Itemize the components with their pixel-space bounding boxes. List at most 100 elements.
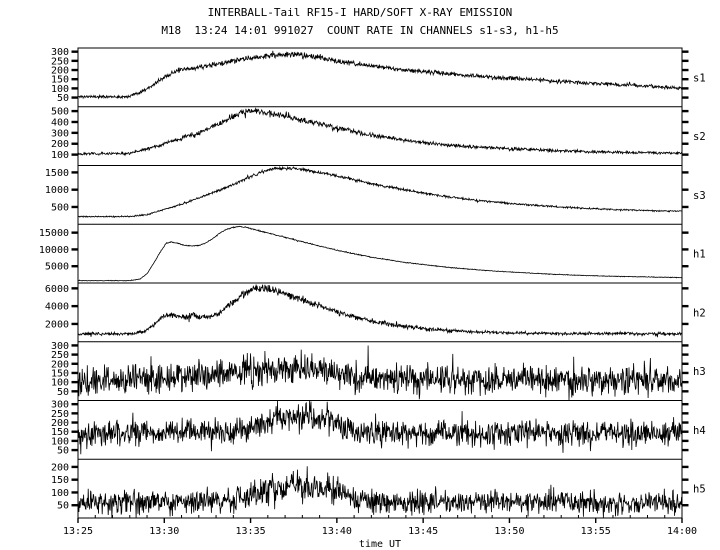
y-tick-label: 50 — [57, 446, 69, 457]
y-tick-right — [682, 171, 689, 174]
y-tick-right — [682, 322, 689, 326]
y-tick-label: 300 — [51, 47, 69, 58]
y-tick-label: 250 — [51, 409, 69, 420]
x-tick-label: 14:00 — [667, 526, 697, 537]
y-tick-label: 150 — [51, 368, 69, 379]
y-tick-left — [71, 421, 78, 424]
y-tick-right — [682, 120, 689, 124]
y-tick-right — [682, 131, 689, 135]
y-tick-right — [682, 448, 689, 452]
y-tick-left — [71, 362, 78, 365]
y-tick-label: 300 — [51, 128, 69, 139]
y-tick-left — [71, 188, 78, 191]
y-tick-label: 250 — [51, 350, 69, 361]
y-tick-label: 100 — [51, 488, 69, 499]
y-tick-label: 1000 — [45, 185, 69, 196]
y-tick-label: 200 — [51, 418, 69, 429]
y-tick-right — [682, 59, 689, 63]
trace-s3 — [77, 165, 683, 219]
y-tick-right — [682, 390, 689, 393]
panel-label-h3: h3 — [693, 366, 706, 378]
y-tick-left — [71, 465, 78, 469]
y-tick-label: 200 — [51, 139, 69, 150]
y-tick-left — [71, 265, 78, 268]
y-tick-left — [71, 448, 78, 452]
y-tick-label: 500 — [51, 202, 69, 213]
trace-h4 — [77, 400, 683, 455]
y-tick-label: 50 — [57, 387, 69, 398]
y-tick-right — [682, 344, 689, 347]
trace-s1 — [77, 50, 683, 100]
panel-label-s2: s2 — [693, 131, 706, 143]
panel-label-s1: s1 — [693, 72, 706, 84]
y-tick-label: 4000 — [45, 302, 69, 313]
x-tick-label: 13:30 — [149, 526, 179, 537]
y-tick-left — [71, 322, 78, 326]
y-tick-right — [682, 142, 689, 145]
y-tick-left — [71, 344, 78, 347]
y-tick-right — [682, 153, 689, 156]
y-tick-label: 1500 — [45, 168, 69, 179]
y-tick-right — [682, 87, 689, 90]
y-tick-label: 50 — [57, 93, 69, 104]
y-tick-right — [682, 478, 689, 481]
y-tick-right — [682, 353, 689, 356]
y-tick-right — [682, 465, 689, 469]
y-tick-right — [682, 78, 689, 81]
y-tick-right — [682, 380, 689, 384]
y-tick-label: 300 — [51, 400, 69, 411]
y-tick-label: 2000 — [45, 319, 69, 330]
y-tick-right — [682, 188, 689, 191]
y-tick-label: 100 — [51, 84, 69, 95]
y-tick-label: 6000 — [45, 284, 69, 295]
panel-label-h4: h4 — [693, 425, 706, 437]
y-tick-left — [71, 153, 78, 156]
trace-h5 — [77, 466, 683, 519]
y-tick-left — [71, 402, 78, 406]
y-tick-label: 100 — [51, 378, 69, 389]
trace-h2 — [77, 284, 683, 338]
y-tick-left — [71, 142, 78, 145]
y-tick-label: 400 — [51, 117, 69, 128]
y-tick-right — [682, 265, 689, 268]
y-tick-right — [682, 205, 689, 209]
x-tick-label: 13:40 — [322, 526, 352, 537]
panel-label-h2: h2 — [693, 307, 706, 319]
y-tick-left — [71, 96, 78, 99]
y-tick-label: 300 — [51, 341, 69, 352]
y-tick-left — [71, 412, 78, 415]
y-tick-left — [71, 390, 78, 393]
y-tick-label: 5000 — [45, 262, 69, 273]
y-tick-right — [682, 248, 689, 251]
y-tick-right — [682, 412, 689, 415]
y-tick-left — [71, 430, 78, 433]
y-tick-left — [71, 439, 78, 443]
y-tick-left — [71, 131, 78, 135]
y-tick-label: 100 — [51, 436, 69, 447]
y-tick-right — [682, 402, 689, 406]
y-tick-left — [71, 304, 78, 308]
y-tick-right — [682, 430, 689, 433]
y-tick-right — [682, 421, 689, 424]
y-tick-left — [71, 504, 78, 507]
y-tick-label: 100 — [51, 150, 69, 161]
y-tick-left — [71, 109, 78, 113]
y-tick-left — [71, 380, 78, 384]
y-tick-left — [71, 59, 78, 63]
y-tick-left — [71, 353, 78, 356]
y-tick-left — [71, 478, 78, 481]
trace-s2 — [77, 107, 683, 157]
y-tick-label: 250 — [51, 56, 69, 67]
trace-h3 — [77, 345, 683, 401]
y-tick-label: 150 — [51, 475, 69, 486]
y-tick-right — [682, 304, 689, 308]
y-tick-left — [71, 78, 78, 81]
x-tick-label: 13:45 — [408, 526, 438, 537]
y-tick-right — [682, 96, 689, 99]
y-tick-right — [682, 439, 689, 443]
y-tick-label: 150 — [51, 75, 69, 86]
x-tick-label: 13:50 — [494, 526, 524, 537]
y-tick-label: 15000 — [39, 228, 69, 239]
x-tick-label: 13:25 — [63, 526, 93, 537]
